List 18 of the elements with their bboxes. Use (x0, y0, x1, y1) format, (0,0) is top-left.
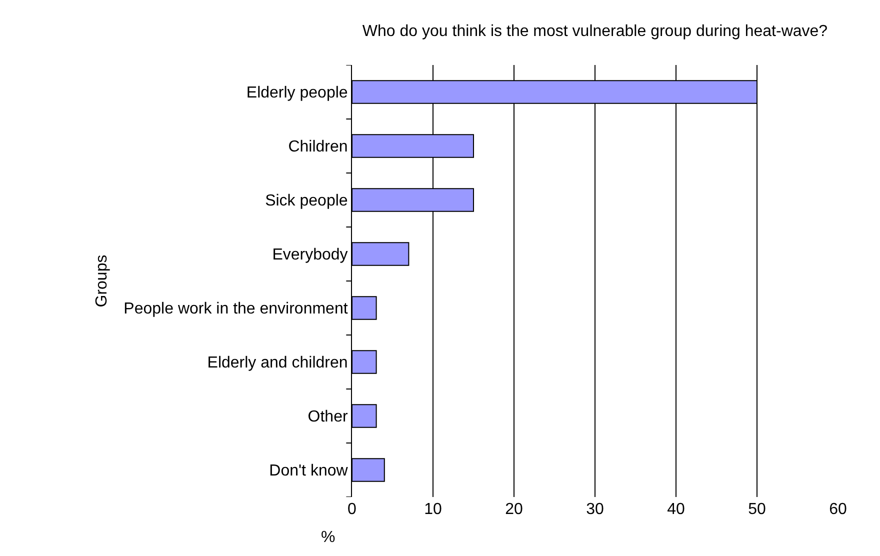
y-tick-label: Elderly and children (207, 354, 348, 372)
x-tick-label: 50 (748, 501, 766, 518)
y-tick-label: Don't know (269, 462, 348, 480)
chart-title: Who do you think is the most vulnerable group during heat-wave? (362, 23, 828, 40)
x-tick-label: 10 (424, 501, 442, 518)
y-tick-label: People work in the environment (124, 300, 348, 318)
x-tick-label: 30 (586, 501, 604, 518)
x-tick-label: 40 (667, 501, 685, 518)
x-tick-label: 60 (829, 501, 847, 518)
y-axis-title: Groups (94, 254, 111, 308)
x-tick-label: 20 (505, 501, 523, 518)
x-axis-title: % (321, 529, 336, 546)
y-tick-label: Children (288, 138, 348, 156)
x-tick-label: 0 (348, 501, 357, 518)
y-tick-label: Other (308, 408, 348, 426)
y-tick-label: Everybody (272, 246, 348, 264)
y-tick-label: Elderly people (246, 84, 348, 102)
y-tick-label: Sick people (265, 192, 348, 210)
